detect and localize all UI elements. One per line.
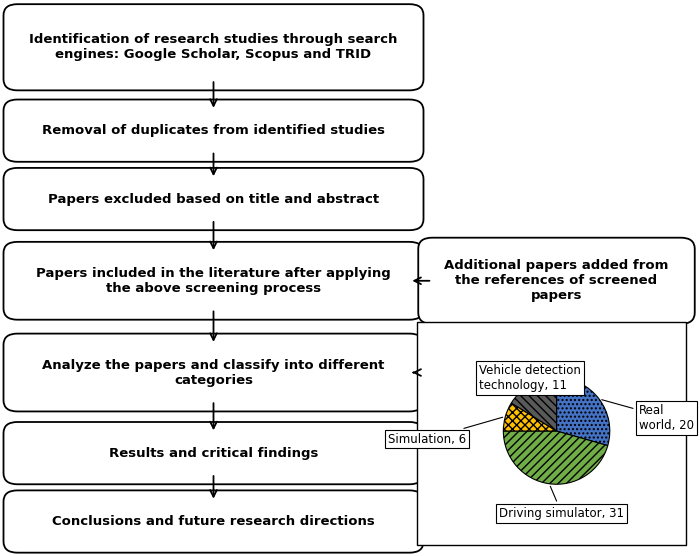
FancyBboxPatch shape xyxy=(4,100,424,162)
Bar xyxy=(416,322,686,545)
FancyBboxPatch shape xyxy=(4,168,424,230)
Text: Real
world, 20: Real world, 20 xyxy=(602,400,694,431)
FancyBboxPatch shape xyxy=(419,238,694,324)
FancyBboxPatch shape xyxy=(4,490,424,553)
FancyBboxPatch shape xyxy=(4,422,424,484)
Text: Papers excluded based on title and abstract: Papers excluded based on title and abstr… xyxy=(48,192,379,206)
Wedge shape xyxy=(511,378,556,431)
Text: Vehicle detection
technology, 11: Vehicle detection technology, 11 xyxy=(480,364,581,392)
Text: Identification of research studies through search
engines: Google Scholar, Scopu: Identification of research studies throu… xyxy=(29,33,398,61)
Text: Additional papers added from
the references of screened
papers: Additional papers added from the referen… xyxy=(444,259,668,302)
Text: Results and critical findings: Results and critical findings xyxy=(108,446,318,460)
Text: Conclusions and future research directions: Conclusions and future research directio… xyxy=(52,515,375,528)
Wedge shape xyxy=(503,431,608,484)
Text: Analyze the papers and classify into different
categories: Analyze the papers and classify into dif… xyxy=(42,359,385,386)
Text: Driving simulator, 31: Driving simulator, 31 xyxy=(499,486,624,520)
FancyBboxPatch shape xyxy=(4,4,424,90)
Text: Papers included in the literature after applying
the above screening process: Papers included in the literature after … xyxy=(36,267,391,295)
FancyBboxPatch shape xyxy=(4,242,424,320)
Text: Simulation, 6: Simulation, 6 xyxy=(388,417,503,445)
Wedge shape xyxy=(556,378,610,445)
Text: Removal of duplicates from identified studies: Removal of duplicates from identified st… xyxy=(42,124,385,137)
FancyBboxPatch shape xyxy=(4,334,424,411)
Wedge shape xyxy=(503,403,556,431)
